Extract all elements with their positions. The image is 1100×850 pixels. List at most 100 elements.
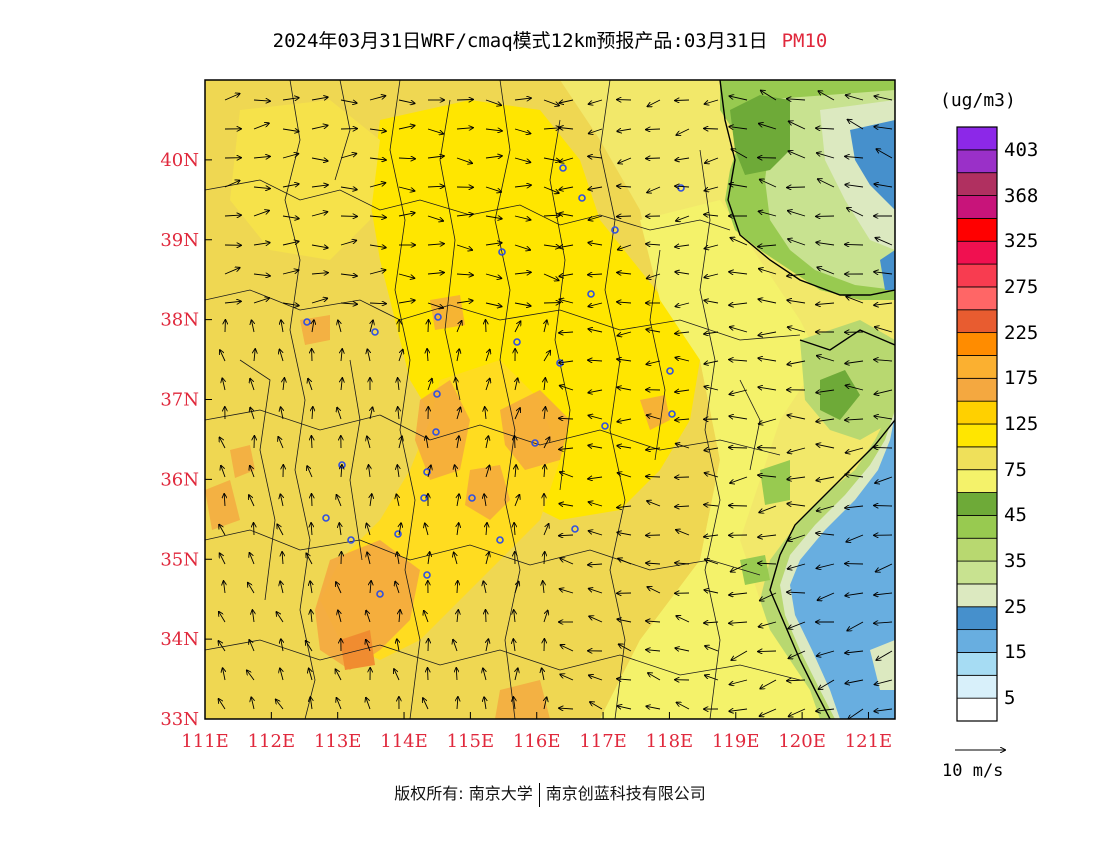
colorbar-swatch	[956, 400, 998, 425]
wind-arrow	[398, 213, 415, 217]
hotspot-11	[495, 680, 550, 719]
wind-arrow	[457, 349, 459, 362]
wind-arrow	[590, 702, 603, 710]
wind-arrow	[398, 126, 415, 130]
wind-arrow	[399, 436, 402, 449]
wind-arrow	[456, 157, 472, 163]
wind-arrow	[818, 592, 835, 600]
wind-arrow	[618, 331, 632, 336]
lon-tick-label: 115E	[447, 731, 495, 752]
wind-arrow	[874, 303, 893, 305]
wind-arrow	[787, 477, 806, 479]
wind-arrow	[485, 243, 502, 245]
wind-arrow	[675, 358, 690, 362]
wind-arrow	[281, 320, 283, 333]
colorbar-swatch	[956, 240, 998, 265]
wind-arrow	[514, 272, 531, 274]
zone-north	[230, 100, 380, 260]
wind-arrow	[761, 91, 777, 101]
map-field	[205, 80, 895, 719]
wind-arrow	[514, 128, 530, 134]
wind-arrow	[845, 244, 864, 245]
wind-arrow	[252, 320, 255, 333]
wind-arrow	[731, 238, 748, 246]
wind-arrow	[338, 610, 341, 623]
wind-arrow	[704, 361, 719, 364]
wind-arrow	[588, 360, 603, 361]
wind-arrow	[339, 523, 341, 536]
wind-arrow	[705, 99, 719, 104]
wind-arrow	[787, 504, 806, 506]
wind-arrow	[369, 270, 386, 275]
wind-arrow	[486, 639, 488, 652]
wind-arrow	[789, 708, 806, 716]
wind-arrow	[730, 389, 748, 394]
wind-arrow	[816, 444, 835, 449]
wind-arrow	[425, 523, 428, 536]
wind-arrow	[514, 244, 530, 250]
colorbar-swatch	[956, 172, 998, 196]
wind-arrow	[486, 552, 489, 565]
wind-arrow	[251, 697, 254, 710]
wind-arrow	[457, 610, 458, 623]
wind-arrow	[311, 245, 328, 248]
wind-arrow	[731, 149, 748, 159]
wind-arrow	[283, 378, 284, 391]
wind-arrow	[759, 418, 777, 424]
wind-arrow	[308, 379, 313, 391]
wind-arrow	[675, 506, 690, 507]
colorbar-swatch	[956, 332, 998, 356]
hotspot-4	[465, 465, 510, 520]
wind-arrow	[370, 581, 371, 594]
wind-arrow	[787, 300, 806, 303]
wind-arrow	[514, 408, 520, 420]
wind-arrow	[513, 697, 515, 710]
wind-arrow	[312, 407, 313, 420]
wind-arrow	[544, 378, 545, 391]
wind-arrow	[369, 465, 371, 478]
wind-arrow	[398, 350, 403, 362]
wind-arrow	[515, 465, 516, 478]
wind-arrow	[819, 679, 835, 689]
wind-arrow	[787, 592, 806, 593]
lat-tick-label: 34N	[160, 629, 199, 650]
wind-arrow	[219, 525, 226, 536]
wind-arrow	[846, 447, 864, 453]
wind-arrow	[307, 466, 313, 478]
wind-arrow	[514, 523, 515, 536]
wind-arrow	[876, 238, 893, 246]
wind-arrow	[758, 358, 777, 361]
credit-left: 版权所有: 南京大学	[394, 784, 533, 803]
wind-arrow	[845, 474, 864, 477]
wind-arrow	[544, 407, 545, 420]
wind-arrow	[369, 216, 386, 218]
wind-arrow	[874, 360, 893, 361]
wind-arrow	[758, 475, 777, 477]
colorbar-swatch	[956, 537, 998, 562]
wind-arrow	[559, 708, 574, 709]
wind-arrow	[428, 668, 429, 681]
wind-arrow	[369, 183, 385, 188]
wind-arrow	[817, 650, 835, 656]
wind-arrow	[845, 419, 864, 420]
colorbar-swatch	[956, 606, 998, 631]
lon-tick-label: 111E	[181, 731, 229, 752]
colorbar-label: 368	[1004, 184, 1039, 207]
wind-arrow	[758, 535, 777, 537]
wind-arrow	[648, 673, 661, 681]
wind-arrow	[337, 698, 342, 710]
wind-arrow	[282, 270, 299, 275]
wind-arrow	[398, 273, 414, 278]
copyright-footer: 版权所有: 南京大学 南京创蓝科技有限公司	[0, 780, 1100, 807]
wind-arrow	[617, 273, 632, 275]
wind-arrow	[588, 274, 603, 275]
wind-arrow	[340, 240, 356, 246]
wind-arrow	[311, 273, 328, 274]
wind-arrow	[876, 650, 893, 660]
wind-arrow	[559, 332, 574, 333]
wind-arrow	[759, 211, 777, 217]
wind-arrow	[646, 650, 661, 651]
lon-tick-label: 117E	[579, 731, 627, 752]
wind-arrow	[340, 154, 356, 159]
wind-arrow	[224, 181, 240, 188]
